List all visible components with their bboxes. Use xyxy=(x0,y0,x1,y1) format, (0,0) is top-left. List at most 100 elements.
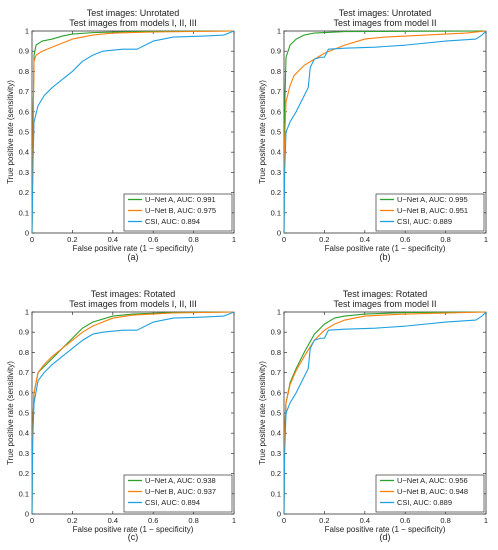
y-tick-label: 0 xyxy=(25,510,29,519)
x-tick-label: 0.8 xyxy=(188,516,198,525)
y-tick-label: 0.1 xyxy=(19,208,29,217)
x-axis-label: False positive rate (1 − specificity) xyxy=(325,244,446,253)
y-tick-label: 0.5 xyxy=(19,409,29,418)
legend-entry: CSI, AUC: 0.894 xyxy=(145,217,200,226)
y-axis-label: True positive rate (sensitivity) xyxy=(258,80,267,184)
y-tick-label: 0.3 xyxy=(271,168,281,177)
legend-entry: U−Net A, AUC: 0.995 xyxy=(397,195,468,204)
y-tick-label: 0.9 xyxy=(271,47,281,56)
legend-entry: U−Net A, AUC: 0.956 xyxy=(397,476,468,485)
y-tick-label: 0.8 xyxy=(271,348,281,357)
legend-entry: CSI, AUC: 0.889 xyxy=(397,217,452,226)
y-tick-label: 0.6 xyxy=(19,388,29,397)
x-tick-label: 0.4 xyxy=(108,516,118,525)
x-tick-label: 0.6 xyxy=(148,516,158,525)
y-tick-label: 0.5 xyxy=(271,409,281,418)
x-tick-label: 0 xyxy=(30,516,34,525)
x-tick-label: 0.8 xyxy=(188,235,198,244)
x-tick-label: 0.2 xyxy=(67,235,77,244)
y-tick-label: 0.1 xyxy=(19,489,29,498)
y-tick-label: 0.3 xyxy=(271,449,281,458)
x-tick-label: 0.8 xyxy=(440,235,450,244)
y-tick-label: 0.1 xyxy=(271,489,281,498)
y-tick-label: 0.3 xyxy=(19,168,29,177)
legend: U−Net A, AUC: 0.956 U−Net B, AUC: 0.948 CS… xyxy=(375,474,485,513)
y-tick-label: 0.6 xyxy=(19,107,29,116)
legend-entry: CSI, AUC: 0.889 xyxy=(397,498,452,507)
series-line xyxy=(31,30,235,234)
x-tick-label: 1 xyxy=(232,516,236,525)
legend: U−Net A, AUC: 0.991 U−Net B, AUC: 0.975 CS… xyxy=(123,193,233,232)
y-tick-label: 0 xyxy=(25,229,29,238)
y-tick-label: 0.2 xyxy=(271,469,281,478)
y-tick-label: 0.9 xyxy=(271,328,281,337)
y-tick-label: 0.2 xyxy=(271,188,281,197)
panel-label: (b) xyxy=(380,252,391,262)
y-tick-label: 0.6 xyxy=(271,388,281,397)
y-tick-label: 0 xyxy=(277,229,281,238)
legend-entry: U−Net B, AUC: 0.951 xyxy=(397,206,468,215)
chart-subtitle: Test images from model II xyxy=(333,18,436,28)
x-tick-label: 1 xyxy=(484,516,488,525)
x-tick-label: 1 xyxy=(484,235,488,244)
y-tick-label: 0.7 xyxy=(271,368,281,377)
series-line xyxy=(283,30,487,234)
series-line xyxy=(283,30,487,234)
x-tick-label: 0.2 xyxy=(67,516,77,525)
y-tick-label: 0.4 xyxy=(19,148,29,157)
legend-entry: U−Net A, AUC: 0.938 xyxy=(145,476,216,485)
y-tick-label: 0.7 xyxy=(19,87,29,96)
x-tick-label: 0.8 xyxy=(440,516,450,525)
chart-title: Test images: Unrotated xyxy=(87,8,180,18)
y-tick-label: 0 xyxy=(277,510,281,519)
y-tick-label: 0.3 xyxy=(19,449,29,458)
x-tick-label: 0.6 xyxy=(400,516,410,525)
y-tick-label: 0.6 xyxy=(271,107,281,116)
x-tick-label: 1 xyxy=(232,235,236,244)
legend: U−Net A, AUC: 0.995 U−Net B, AUC: 0.951 CS… xyxy=(375,193,485,232)
legend-box xyxy=(375,474,485,513)
y-tick-label: 0.8 xyxy=(271,67,281,76)
y-tick-label: 0.4 xyxy=(19,429,29,438)
y-tick-label: 0.5 xyxy=(271,128,281,137)
y-tick-label: 0.4 xyxy=(271,429,281,438)
chart-title: Test images: Rotated xyxy=(343,289,428,299)
chart-subtitle: Test images from model II xyxy=(333,299,436,309)
y-tick-label: 1 xyxy=(277,308,281,317)
y-tick-label: 0.2 xyxy=(19,469,29,478)
x-tick-label: 0.2 xyxy=(319,516,329,525)
x-tick-label: 0.4 xyxy=(360,235,370,244)
panel-label: (a) xyxy=(128,252,139,262)
x-tick-label: 0.6 xyxy=(400,235,410,244)
x-axis-label: False positive rate (1 − specificity) xyxy=(73,244,194,253)
legend-box xyxy=(123,193,233,232)
y-tick-label: 0.9 xyxy=(19,328,29,337)
chart-subtitle: Test images from models I, II, III xyxy=(69,18,197,28)
y-tick-label: 1 xyxy=(25,27,29,36)
y-tick-label: 0.7 xyxy=(19,368,29,377)
legend-box xyxy=(375,193,485,232)
y-axis-label: True positive rate (sensitivity) xyxy=(258,361,267,465)
y-axis-label: True positive rate (sensitivity) xyxy=(6,80,15,184)
x-tick-label: 0.4 xyxy=(108,235,118,244)
x-tick-label: 0 xyxy=(30,235,34,244)
series-line xyxy=(283,311,487,515)
legend: U−Net A, AUC: 0.938 U−Net B, AUC: 0.937 CS… xyxy=(123,474,233,513)
y-tick-label: 0.8 xyxy=(19,348,29,357)
x-axis-label: False positive rate (1 − specificity) xyxy=(73,525,194,534)
legend-entry: U−Net A, AUC: 0.991 xyxy=(145,195,216,204)
legend-entry: U−Net B, AUC: 0.937 xyxy=(145,487,216,496)
chart-subtitle: Test images from models I, II, III xyxy=(69,299,197,309)
series-line xyxy=(31,311,235,515)
chart-title: Test images: Rotated xyxy=(91,289,176,299)
legend-box xyxy=(123,474,233,513)
x-axis-label: False positive rate (1 − specificity) xyxy=(325,525,446,534)
x-tick-label: 0 xyxy=(282,516,286,525)
legend-entry: CSI, AUC: 0.894 xyxy=(145,498,200,507)
panel-label: (c) xyxy=(128,532,139,542)
series-line xyxy=(31,30,235,234)
y-tick-label: 1 xyxy=(25,308,29,317)
